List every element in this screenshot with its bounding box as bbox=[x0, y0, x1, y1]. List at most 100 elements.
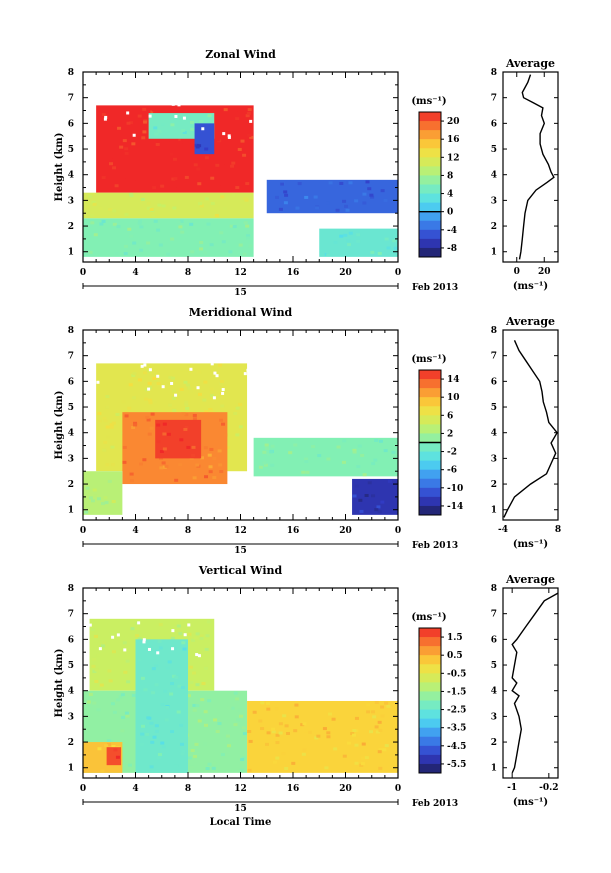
heatmap-cell bbox=[115, 412, 120, 416]
data-gap bbox=[196, 386, 200, 390]
colorbar-tick-label: -0.5 bbox=[447, 669, 466, 679]
heatmap-cell bbox=[266, 452, 271, 456]
data-gap bbox=[309, 84, 313, 88]
profile-x-tick-label: -1 bbox=[507, 783, 517, 793]
heatmap-cell bbox=[174, 478, 179, 482]
heatmap-cell bbox=[143, 371, 148, 375]
data-gap bbox=[273, 598, 277, 602]
heatmap-cell bbox=[180, 230, 185, 234]
data-gap bbox=[314, 99, 318, 103]
data-gap bbox=[294, 129, 298, 133]
heatmap-cell bbox=[111, 745, 116, 749]
heatmap-cell bbox=[238, 714, 243, 718]
heatmap-cell bbox=[137, 378, 142, 382]
heatmap-cell bbox=[176, 710, 181, 714]
heatmap-cell bbox=[203, 380, 208, 384]
heatmap-cell bbox=[220, 195, 225, 199]
heatmap-cell bbox=[204, 156, 209, 160]
heatmap-cell bbox=[181, 749, 186, 753]
data-gap bbox=[312, 332, 316, 336]
heatmap-cell bbox=[186, 445, 191, 449]
heatmap-cell bbox=[176, 673, 181, 677]
heatmap-cell bbox=[176, 220, 181, 224]
colorbar-segment bbox=[419, 628, 441, 638]
profile-frame bbox=[502, 587, 559, 779]
panel-title: Zonal Wind bbox=[205, 48, 276, 61]
data-gap bbox=[174, 393, 178, 397]
data-gap bbox=[256, 137, 260, 141]
heatmap-cell bbox=[204, 197, 209, 201]
heatmap-cell bbox=[239, 768, 244, 772]
y-tick-label: 5 bbox=[68, 403, 74, 413]
profile-y-tick-label: 1 bbox=[491, 506, 497, 516]
heatmap-cell bbox=[154, 664, 159, 668]
heatmap-cell bbox=[177, 684, 182, 688]
heatmap-cell bbox=[313, 195, 318, 199]
data-gap bbox=[381, 611, 385, 615]
heatmap-cell bbox=[184, 425, 189, 429]
data-gap bbox=[195, 591, 199, 595]
heatmap-cell bbox=[377, 251, 382, 255]
heatmap-cell bbox=[186, 694, 191, 698]
heatmap-cell bbox=[207, 762, 212, 766]
heatmap-cell bbox=[139, 225, 144, 229]
heatmap-cell bbox=[187, 386, 192, 390]
heatmap-cell bbox=[117, 126, 122, 130]
heatmap-cell bbox=[127, 763, 132, 767]
heatmap-cell bbox=[156, 756, 161, 760]
colorbar-tick-label: 0 bbox=[447, 208, 453, 218]
x-tick-label: 0 bbox=[80, 268, 86, 278]
heatmap-cell bbox=[301, 470, 306, 474]
heatmap-cell bbox=[161, 204, 166, 208]
heatmap-cell bbox=[129, 234, 134, 238]
heatmap-cell bbox=[107, 743, 112, 747]
data-gap bbox=[248, 616, 252, 620]
heatmap-cell bbox=[172, 184, 177, 188]
heatmap-cell bbox=[243, 197, 248, 201]
heatmap-cell bbox=[178, 632, 183, 636]
data-gap bbox=[345, 113, 349, 117]
heatmap-cell bbox=[302, 748, 307, 752]
data-gap bbox=[183, 633, 187, 637]
data-gap bbox=[88, 354, 92, 358]
heatmap-cell bbox=[122, 139, 127, 143]
heatmap-cell bbox=[124, 711, 129, 715]
heatmap-cell bbox=[173, 646, 178, 650]
heatmap-cell bbox=[203, 250, 208, 254]
profile-y-tick-label: 6 bbox=[491, 119, 497, 129]
heatmap-cell bbox=[201, 682, 206, 686]
heatmap-cell bbox=[258, 465, 263, 469]
data-gap bbox=[212, 396, 216, 400]
profile-x-tick-label: 0 bbox=[514, 267, 520, 277]
heatmap-cell bbox=[88, 194, 93, 198]
heatmap-cell bbox=[322, 727, 327, 731]
colorbar-segment bbox=[419, 193, 441, 204]
profile-title: Average bbox=[505, 57, 555, 70]
heatmap-cell bbox=[354, 716, 359, 720]
x-tick-label: 0 bbox=[395, 268, 401, 278]
heatmap-cell bbox=[103, 419, 108, 423]
heatmap-cell bbox=[179, 742, 184, 746]
heatmap-cell bbox=[278, 731, 283, 735]
colorbar-tick-label: -5.5 bbox=[447, 760, 466, 770]
heatmap-cell bbox=[157, 639, 162, 643]
colorbar-segment bbox=[419, 451, 441, 462]
data-gap bbox=[320, 619, 324, 623]
heatmap-cell bbox=[88, 250, 93, 254]
heatmap-region bbox=[319, 228, 398, 257]
heatmap-cell bbox=[229, 224, 234, 228]
heatmap-cell bbox=[238, 402, 243, 406]
heatmap-cell bbox=[376, 505, 381, 509]
heatmap-cell bbox=[203, 666, 208, 670]
heatmap-cell bbox=[131, 130, 136, 134]
y-tick-label: 4 bbox=[68, 171, 74, 181]
heatmap-cell bbox=[164, 464, 169, 468]
heatmap-cell bbox=[350, 732, 355, 736]
data-gap bbox=[177, 81, 181, 85]
colorbar-tick-label: 12 bbox=[447, 153, 460, 163]
heatmap-cell bbox=[149, 207, 154, 211]
heatmap-cell bbox=[371, 494, 376, 498]
heatmap-cell bbox=[127, 227, 132, 231]
heatmap-cell bbox=[110, 702, 115, 706]
